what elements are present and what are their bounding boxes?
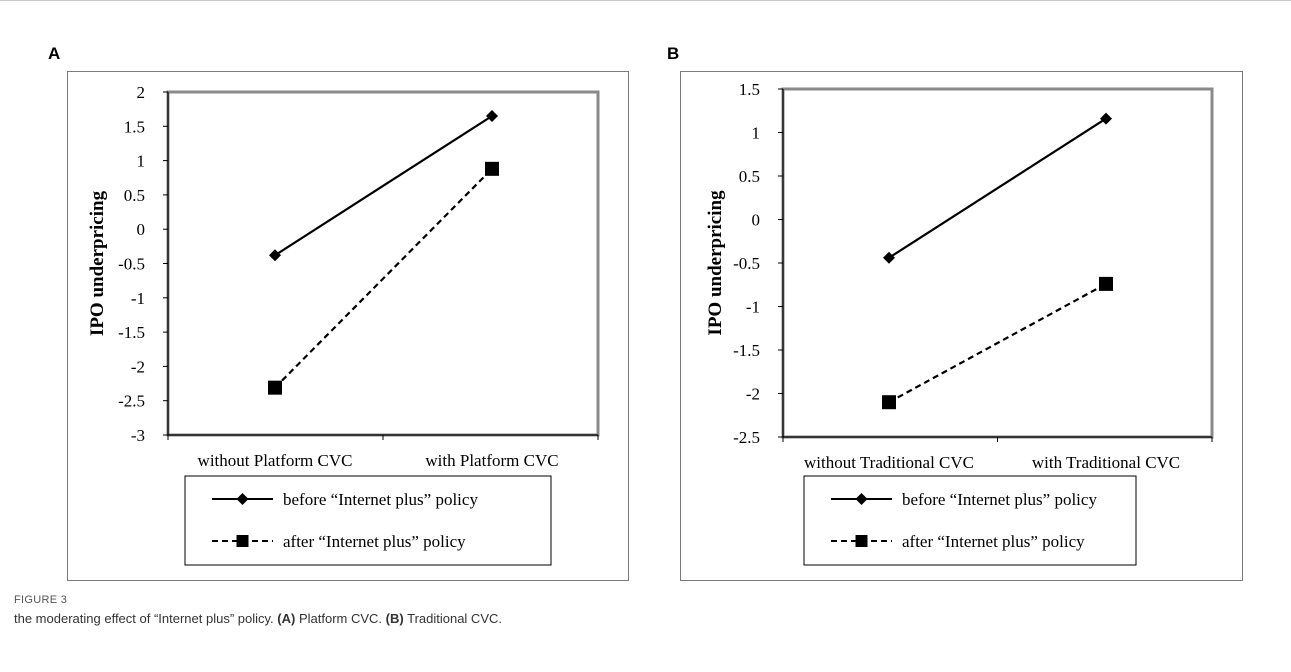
data-point-square [1099,276,1113,291]
legend-box [803,475,1137,566]
y-tick-label: -2 [131,357,145,376]
data-point-diamond [269,249,281,262]
y-tick-label: 1 [137,152,146,171]
legend-label-before: before “Internet plus” policy [283,490,478,509]
y-tick-label: 0.5 [124,186,145,205]
series-before-line [888,117,1107,259]
caption-part-b-text: Traditional CVC. [407,611,502,626]
data-point-diamond [486,110,498,123]
y-tick-label: 1.5 [124,117,145,136]
y-tick-label: -1.5 [118,323,145,342]
y-tick-label: -0.5 [118,255,145,274]
y-tick-label: -1.5 [733,341,760,360]
legend-label-after: after “Internet plus” policy [902,532,1085,551]
y-axis-label: IPO underpricing [87,190,108,336]
series-after-line [274,168,493,389]
legend-marker-square [236,535,249,547]
data-point-square [882,395,896,410]
y-tick-label: 0.5 [739,167,760,186]
x-tick-label: without Traditional CVC [804,453,974,472]
y-tick-label: 0 [752,211,761,230]
legend-label-after: after “Internet plus” policy [283,532,466,551]
series-before-line [274,115,493,257]
y-axis-label: IPO underpricing [705,190,726,336]
y-tick-label: 0 [137,220,146,239]
y-tick-label: -2.5 [733,428,760,447]
legend-label-before: before “Internet plus” policy [902,490,1097,509]
y-tick-label: 2 [137,83,146,102]
x-tick-label: with Platform CVC [425,451,558,470]
y-tick-label: 1 [752,124,761,143]
figure-caption: the moderating effect of “Internet plus”… [14,611,502,626]
figure-label: FIGURE 3 [14,594,68,606]
y-tick-label: -3 [131,426,145,445]
y-tick-label: -1 [131,289,145,308]
legend-marker-square [855,535,868,547]
legend-marker-diamond [855,493,868,505]
panel-a-letter: A [48,44,61,63]
caption-part-a-text: Platform CVC. [298,611,383,626]
panel-b-chart: 1.5 1 0.5 0 -0.5 -1 -1.5 -2 -2.5 without Traditio… [705,80,1214,566]
y-tick-label: 1.5 [739,80,760,99]
panel-a-chart: 2 1.5 1 0.5 0 -0.5 -1 -1.5 -2 -2.5 -3 without Platf… [87,83,600,566]
caption-part-a-tag: (A) [277,611,296,626]
y-tick-label: -1 [746,298,760,317]
data-point-square [485,161,499,176]
data-point-diamond [883,251,895,264]
panel-b-letter: B [667,44,680,63]
y-tick-label: -2.5 [118,392,145,411]
legend-box [184,475,552,566]
plot-area-border [166,90,600,437]
legend-marker-diamond [236,493,249,505]
series-after-line [888,282,1107,404]
data-point-square [268,380,282,395]
caption-part-b-tag: (B) [385,611,404,626]
top-rule [0,0,1291,1]
x-tick-label: with Traditional CVC [1032,453,1180,472]
x-tick-label: without Platform CVC [198,451,353,470]
plot-area-border [781,87,1214,439]
y-tick-label: -2 [746,385,760,404]
caption-text: the moderating effect of “Internet plus”… [14,611,274,626]
data-point-diamond [1100,112,1112,125]
y-tick-label: -0.5 [733,254,760,273]
